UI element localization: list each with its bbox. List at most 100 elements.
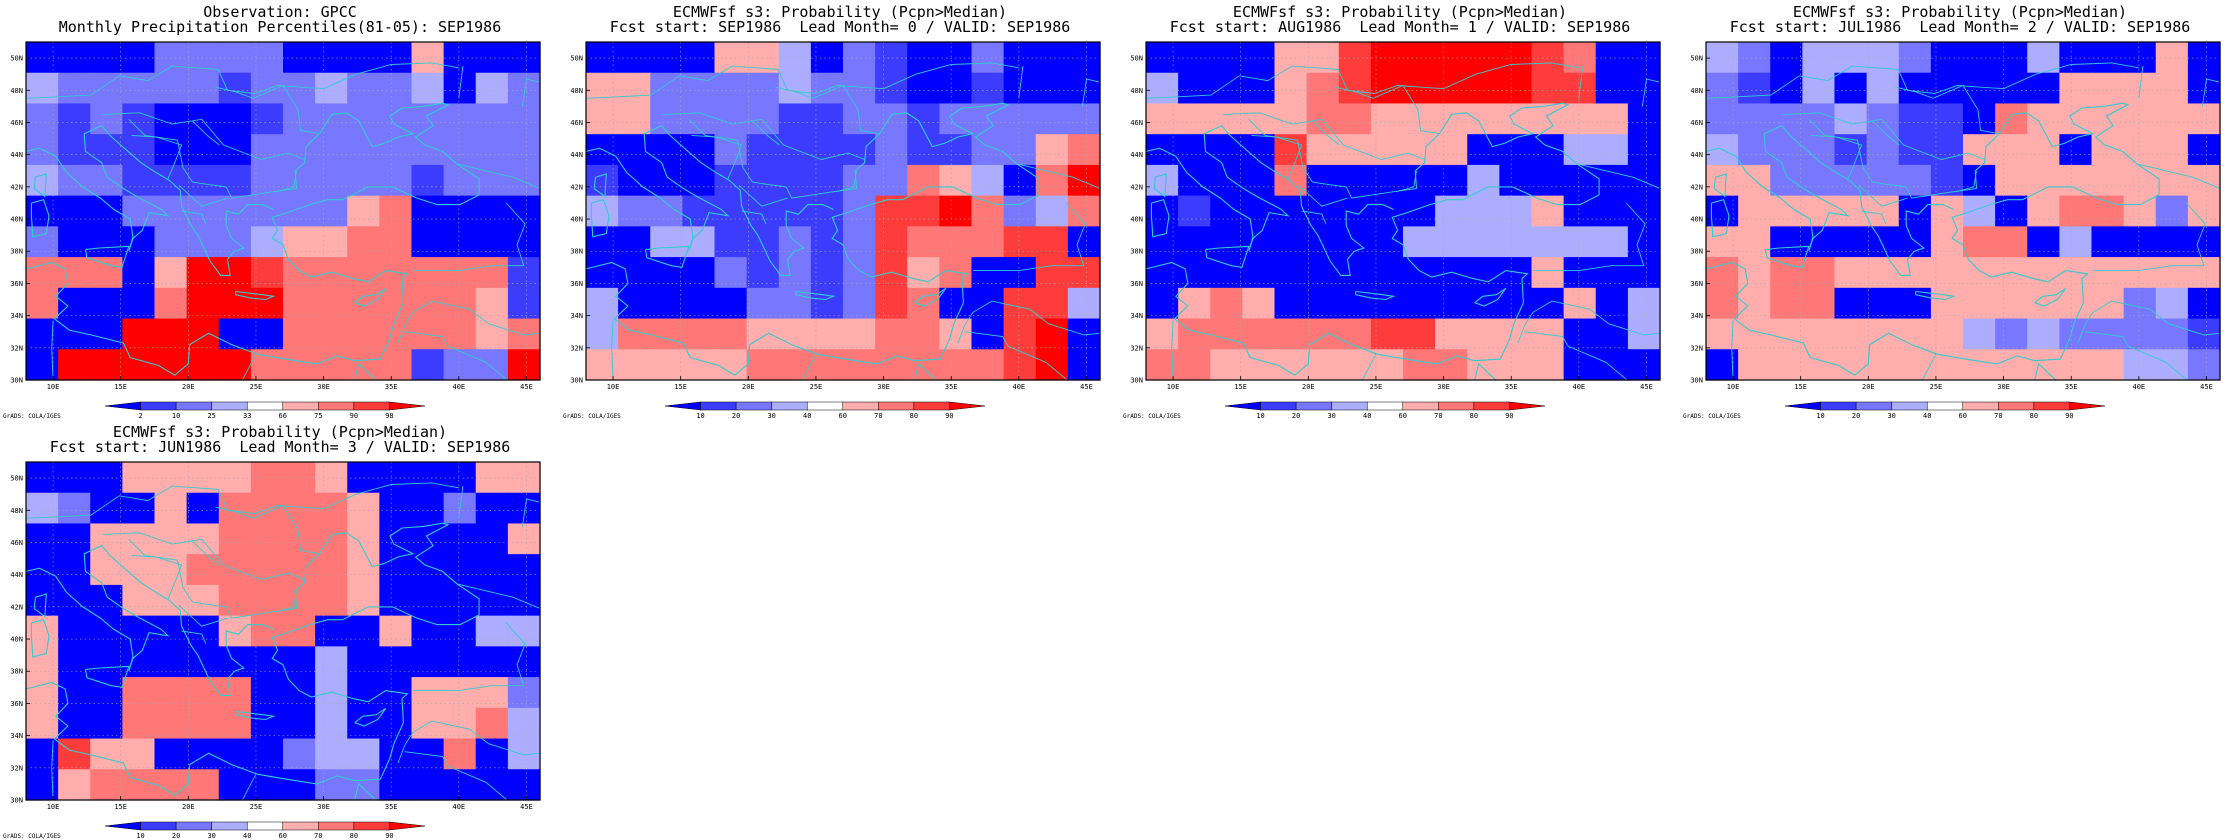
grid-cell [1467,134,1500,166]
coastline [1764,245,1810,268]
grid-cell [1866,134,1900,166]
grid-cell [283,492,316,525]
border-line [2084,331,2188,380]
grid-cell [1595,226,1629,258]
grid-cell [1403,164,1436,197]
grid-cell [1531,72,1565,105]
grid-cell [1178,134,1211,166]
grid-cell [411,492,445,525]
grid-cell [26,349,59,381]
border-line [242,353,257,380]
border-line [1018,66,1024,99]
grid-cell [475,349,509,381]
grid-cell [1242,164,1276,197]
map-frame [25,41,541,381]
grid-cell [475,42,509,74]
colorbar-swatch [318,821,355,831]
grid-cell [475,646,509,678]
grid-cell [250,707,284,740]
grid-cell [1834,164,1868,197]
grid-cell [250,349,284,381]
lat-label: 46N [570,119,583,127]
coastline [33,173,47,198]
colorbar-tick-label: 70 [874,412,882,420]
border-line [1251,134,1303,179]
grads-credit: GrADS: COLA/IGES [1683,413,1741,420]
grid-cell [1370,42,1404,74]
grid-cell [746,318,780,350]
border-line [181,210,207,225]
grid-cell [58,615,91,647]
coastline [84,245,130,268]
border-line [964,331,1068,380]
lat-label: 50N [1690,55,1703,63]
lat-label: 48N [1130,87,1143,95]
grid-cell [1146,226,1179,258]
grid-cell [1802,195,1836,227]
grid-cell [746,226,780,258]
grid-cell [2123,42,2157,74]
grid-cell [1435,195,1468,227]
grid-cell [1306,318,1340,350]
grid-cell [122,584,156,617]
grid-cell [810,287,844,320]
grid-cell [2187,318,2221,350]
grid-cell [443,226,477,258]
lon-label: 45E [2200,383,2213,391]
grid-cell [443,707,477,740]
grid-cell [618,195,651,227]
colorbar-tick-label: 20 [1852,412,1860,420]
grid-cell [746,134,780,166]
colorbar-swatch [1366,401,1404,411]
colorbar-tick-label: 25 [207,412,215,420]
coastline [294,102,480,195]
grid-cell [2187,287,2221,320]
grid-cell [907,318,940,350]
colorbar-swatch [806,401,844,411]
grid-cell [1242,103,1276,135]
lat-label: 30N [10,377,23,385]
lat-label: 48N [10,87,23,95]
grid-cell [1210,349,1243,381]
border-line [1895,84,2000,135]
grid-cell [2187,349,2221,381]
grid-cell [1035,195,1069,227]
grid-cell [1995,134,2028,166]
grid-cell [58,646,91,678]
grid-cell [154,226,188,258]
grid-cell [283,769,316,801]
map-frame [585,41,1101,381]
grid-cell [379,707,413,740]
coastline [644,245,690,268]
grid-cell [26,287,59,320]
grid-cell [283,646,316,678]
grid-cell [746,164,780,197]
grid-cell [186,769,220,801]
grid-cell [650,257,683,289]
grid-cell [507,195,541,227]
grid-cell [586,103,619,135]
grid-cell [26,646,59,678]
grid-cell [283,72,316,105]
grid-cell [26,42,59,74]
grid-cell [443,42,477,74]
grid-cell [1627,103,1661,135]
panel-title: ECMWFsf s3: Probability (Pcpn>Median) [672,3,1008,21]
grid-cell [1770,42,1803,74]
grid-cell [154,72,188,105]
grid-cell [507,164,541,197]
grid-cell [1035,134,1069,166]
colorbar-tick-label: 80 [350,832,358,840]
grid-cell [843,72,876,105]
border-line [1018,163,1100,189]
grid-cell [475,72,509,105]
grid-cell [2059,195,2093,227]
lat-label: 34N [1690,312,1703,320]
panel-title: ECMWFsf s3: Probability (Pcpn>Median) [1232,3,1568,21]
grid-cell [90,349,123,381]
grid-cell [1995,164,2028,197]
border-line [181,630,207,645]
panel-title: ECMWFsf s3: Probability (Pcpn>Median) [112,423,448,441]
grid-cell [939,42,973,74]
grid-cell [122,42,156,74]
